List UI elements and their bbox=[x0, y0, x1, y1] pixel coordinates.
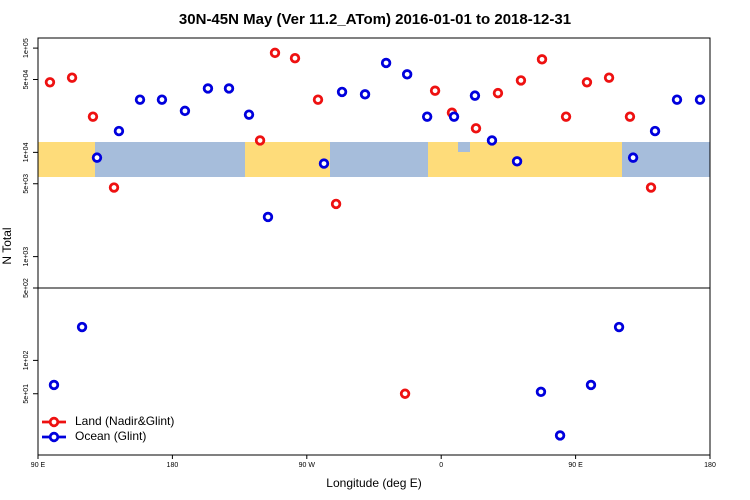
x-tick-label: 90 E bbox=[31, 462, 46, 469]
legend-marker bbox=[48, 416, 60, 428]
point bbox=[649, 125, 661, 137]
point bbox=[91, 152, 103, 163]
point bbox=[401, 69, 413, 80]
chart-title: 30N-45N May (Ver 11.2_ATom) 2016-01-01 t… bbox=[179, 11, 571, 28]
point bbox=[269, 47, 281, 59]
land-strip bbox=[38, 142, 95, 177]
point bbox=[113, 125, 125, 137]
point bbox=[603, 72, 615, 83]
point bbox=[399, 388, 411, 399]
point bbox=[48, 379, 60, 391]
point bbox=[535, 386, 547, 398]
point bbox=[66, 72, 78, 83]
point bbox=[624, 111, 636, 122]
point bbox=[492, 87, 504, 99]
point bbox=[671, 94, 683, 105]
point bbox=[429, 85, 441, 96]
point bbox=[108, 182, 120, 193]
map-band bbox=[38, 142, 710, 177]
y-tick-label: 5e+02 bbox=[23, 278, 30, 298]
point bbox=[262, 211, 274, 223]
point bbox=[515, 75, 527, 86]
y-tick-label: 1e+05 bbox=[23, 38, 30, 58]
point bbox=[336, 86, 348, 98]
point bbox=[243, 109, 255, 120]
point bbox=[134, 94, 146, 105]
y-tick-label: 5e+04 bbox=[23, 70, 30, 90]
point bbox=[359, 89, 371, 100]
point bbox=[486, 135, 498, 146]
point bbox=[380, 57, 392, 69]
point bbox=[560, 111, 572, 122]
legend-label: Land (Nadir&Glint) bbox=[75, 414, 174, 428]
point bbox=[318, 158, 330, 169]
point bbox=[627, 152, 639, 163]
x-tick-label: 90 W bbox=[299, 462, 316, 469]
lower-frame bbox=[37, 287, 711, 456]
point bbox=[645, 182, 657, 193]
point bbox=[254, 135, 266, 146]
point bbox=[694, 94, 706, 105]
legend-marker bbox=[48, 431, 60, 443]
x-axis-label: Longitude (deg E) bbox=[326, 476, 421, 490]
point bbox=[223, 83, 235, 94]
y-tick-label: 5e+03 bbox=[23, 174, 30, 194]
x-tick-label: 180 bbox=[167, 462, 179, 469]
point bbox=[536, 54, 548, 65]
point bbox=[554, 430, 566, 441]
point bbox=[421, 111, 433, 122]
point bbox=[289, 53, 301, 64]
point bbox=[156, 94, 168, 105]
point bbox=[312, 94, 324, 105]
point bbox=[87, 111, 99, 122]
point bbox=[469, 90, 481, 101]
land-strip bbox=[458, 152, 470, 177]
y-tick-label: 1e+03 bbox=[23, 247, 30, 267]
legend-label: Ocean (Glint) bbox=[75, 429, 146, 443]
land-strip bbox=[470, 142, 622, 177]
point bbox=[44, 77, 56, 88]
land-strip bbox=[245, 142, 330, 177]
point bbox=[448, 111, 460, 122]
y-axis-label: N Total bbox=[0, 227, 14, 264]
point bbox=[613, 321, 625, 333]
point bbox=[179, 105, 191, 117]
x-tick-label: 180 bbox=[704, 462, 716, 469]
x-tick-label: 90 E bbox=[568, 462, 583, 469]
point bbox=[470, 123, 482, 134]
y-tick-label: 1e+02 bbox=[23, 350, 30, 370]
point bbox=[581, 77, 593, 88]
point bbox=[202, 83, 214, 94]
land-strip bbox=[428, 142, 458, 177]
x-tick-label: 0 bbox=[439, 462, 443, 469]
point bbox=[585, 379, 597, 391]
point bbox=[511, 156, 523, 167]
point bbox=[330, 198, 342, 210]
y-tick-label: 1e+04 bbox=[23, 142, 30, 162]
point bbox=[76, 321, 88, 333]
y-tick-label: 5e+01 bbox=[23, 384, 30, 404]
